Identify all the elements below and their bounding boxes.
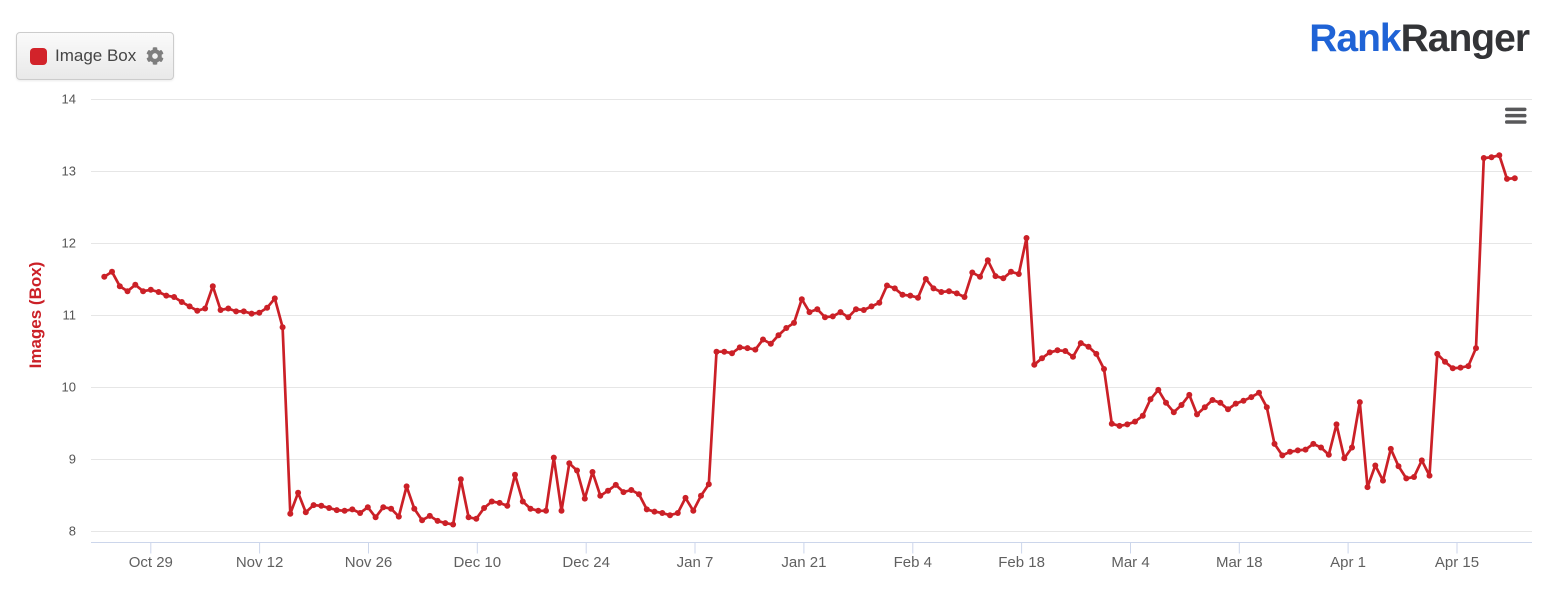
svg-text:Feb 4: Feb 4 — [894, 554, 932, 571]
svg-text:Nov 12: Nov 12 — [236, 554, 284, 571]
svg-text:12: 12 — [62, 236, 76, 251]
svg-text:Oct 29: Oct 29 — [129, 554, 173, 571]
svg-text:Images (Box): Images (Box) — [26, 262, 45, 369]
svg-text:9: 9 — [69, 452, 76, 467]
svg-text:11: 11 — [63, 308, 77, 323]
svg-text:Feb 18: Feb 18 — [998, 554, 1045, 571]
svg-text:8: 8 — [69, 524, 76, 539]
svg-text:Dec 24: Dec 24 — [562, 554, 610, 571]
svg-text:Mar 4: Mar 4 — [1111, 554, 1149, 571]
svg-text:13: 13 — [62, 164, 76, 179]
svg-text:Jan 21: Jan 21 — [781, 554, 826, 571]
svg-text:Jan 7: Jan 7 — [677, 554, 714, 571]
svg-text:14: 14 — [62, 92, 76, 107]
svg-text:Apr 15: Apr 15 — [1435, 554, 1479, 571]
svg-text:Nov 26: Nov 26 — [345, 554, 393, 571]
svg-text:Mar 18: Mar 18 — [1216, 554, 1263, 571]
svg-text:10: 10 — [62, 380, 76, 395]
svg-text:Dec 10: Dec 10 — [454, 554, 502, 571]
svg-text:Apr 1: Apr 1 — [1330, 554, 1366, 571]
